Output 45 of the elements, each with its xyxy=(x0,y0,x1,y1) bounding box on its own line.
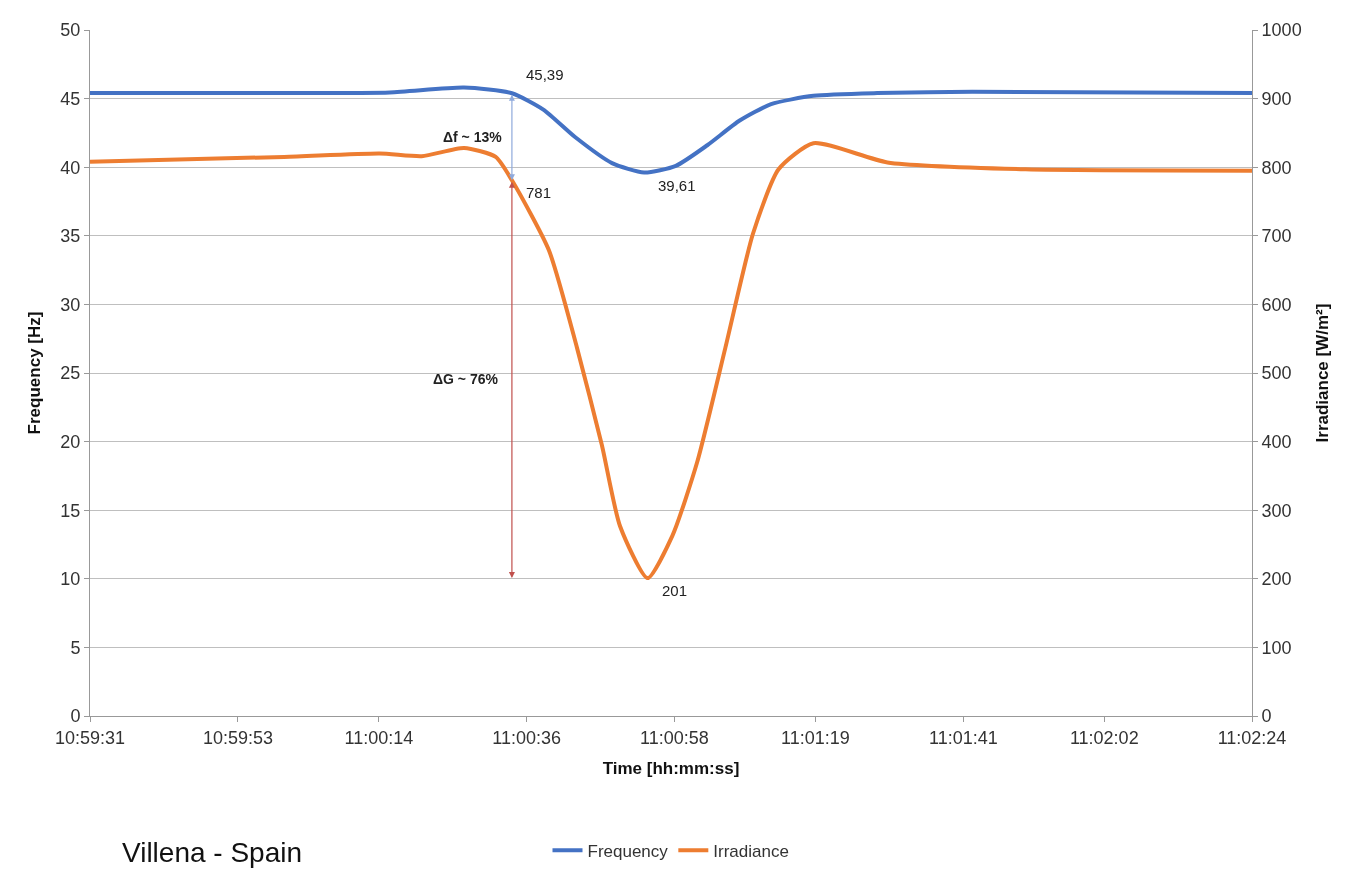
y2-tick-label: 600 xyxy=(1261,294,1292,315)
y-tick-label: 25 xyxy=(60,363,81,384)
y2-tick-label: 0 xyxy=(1261,706,1272,727)
y-tick-label: 30 xyxy=(60,294,81,315)
data-label: 45,39 xyxy=(526,66,564,83)
x-tick-label: 11:00:58 xyxy=(640,727,709,748)
x-axis-title: Time [hh:mm:ss] xyxy=(602,759,740,778)
data-label: 201 xyxy=(662,582,688,599)
y2-tick-label: 300 xyxy=(1261,500,1292,521)
x-tick-label: 11:02:24 xyxy=(1217,727,1287,748)
x-tick-label: 11:01:41 xyxy=(928,727,998,748)
y2-tick-label: 100 xyxy=(1261,637,1292,658)
y-tick-label: 35 xyxy=(60,226,81,247)
data-label: 39,61 xyxy=(658,177,696,194)
y-tick-label: 45 xyxy=(60,88,81,109)
legend-label: Irradiance xyxy=(713,841,789,861)
text: Villena - Spain xyxy=(122,837,303,868)
y-tick-label: 40 xyxy=(60,157,81,178)
y-tick-label: 20 xyxy=(60,431,81,452)
y2-tick-label: 1000 xyxy=(1261,20,1302,41)
x-tick-label: 11:01:19 xyxy=(780,727,850,748)
x-tick-label: 11:02:02 xyxy=(1069,727,1139,748)
y2-tick-label: 500 xyxy=(1261,363,1292,384)
y-tick-label: 5 xyxy=(70,637,81,658)
y-tick-label: 10 xyxy=(60,569,81,590)
y-axis-title: Frequency [Hz] xyxy=(24,311,44,435)
line-series xyxy=(90,85,1252,175)
x-tick-label: 10:59:53 xyxy=(202,727,274,748)
y2-tick-label: 200 xyxy=(1261,569,1292,590)
line-series xyxy=(90,141,1252,581)
x-tick-label: 11:00:14 xyxy=(344,727,414,748)
y-tick-label: 15 xyxy=(60,500,81,521)
y2-tick-label: 700 xyxy=(1261,226,1292,247)
legend-label: Frequency xyxy=(587,841,669,861)
x-tick-label: 10:59:31 xyxy=(54,727,126,748)
y-tick-label: 0 xyxy=(70,706,81,727)
y-tick-label: 50 xyxy=(60,20,81,41)
x-tick-label: 11:00:36 xyxy=(492,727,562,748)
data-label: 781 xyxy=(526,184,552,201)
y2-axis-title: Irradiance [W/m²] xyxy=(1313,303,1333,443)
annotation: ΔG ~ 76% xyxy=(433,371,499,387)
y2-tick-label: 800 xyxy=(1261,157,1292,178)
y2-tick-label: 400 xyxy=(1261,431,1292,452)
y2-tick-label: 900 xyxy=(1261,88,1292,109)
annotation: Δf ~ 13% xyxy=(443,129,503,145)
